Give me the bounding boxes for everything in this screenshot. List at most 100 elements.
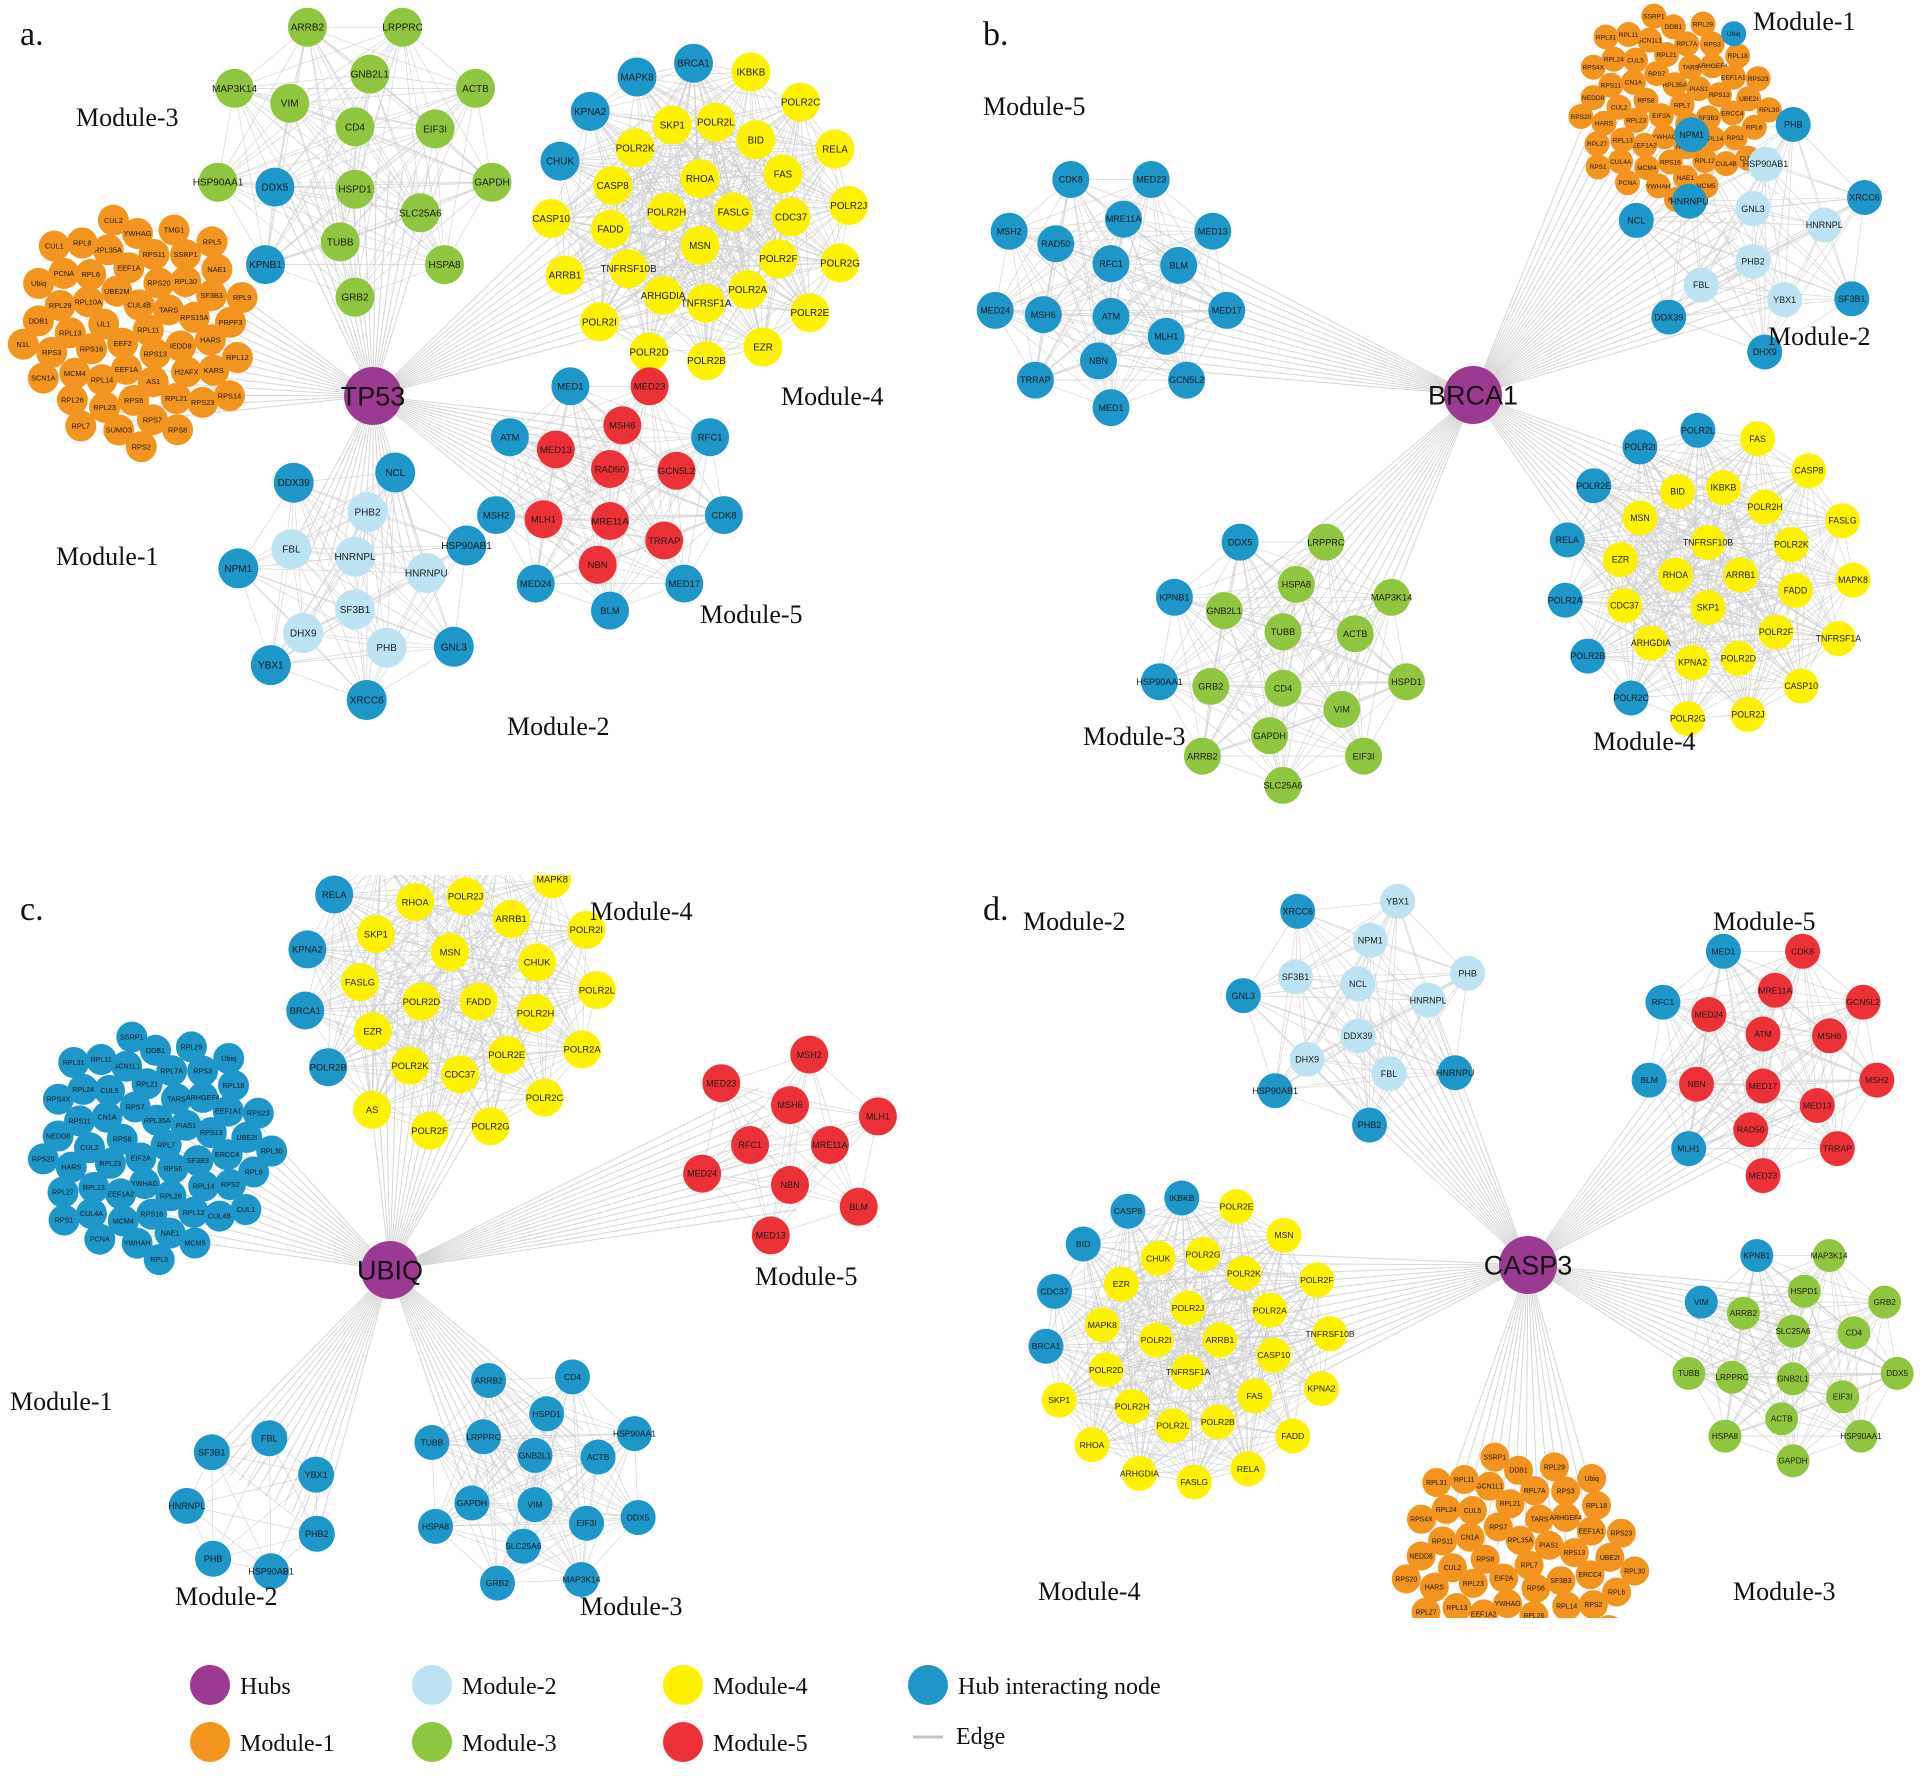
svg-text:MSN: MSN [1630, 513, 1650, 523]
svg-text:GNL3: GNL3 [1232, 991, 1256, 1001]
svg-text:TNFRSF1A: TNFRSF1A [681, 298, 732, 309]
svg-text:RPL30: RPL30 [1624, 1568, 1645, 1575]
svg-text:RPL26: RPL26 [61, 395, 84, 404]
svg-text:Module-1: Module-1 [10, 1387, 113, 1416]
svg-text:RPS13: RPS13 [143, 349, 166, 358]
svg-text:RPL31: RPL31 [1596, 34, 1616, 41]
svg-text:RPL24: RPL24 [72, 1085, 94, 1094]
svg-text:POLR2G: POLR2G [820, 258, 860, 269]
svg-text:DHX9: DHX9 [290, 629, 317, 640]
svg-text:RPS4X: RPS4X [47, 1095, 71, 1104]
svg-text:EEF1A: EEF1A [117, 263, 140, 272]
svg-text:HSPA8: HSPA8 [1712, 1432, 1739, 1441]
svg-text:RPL14: RPL14 [91, 375, 114, 384]
svg-text:RPS16: RPS16 [80, 344, 103, 353]
svg-text:RPS8: RPS8 [168, 425, 187, 434]
svg-text:RPS23: RPS23 [191, 398, 214, 407]
svg-text:RPL30: RPL30 [1759, 107, 1779, 114]
svg-text:POLR2L: POLR2L [1156, 1421, 1189, 1431]
svg-text:HSPA8: HSPA8 [422, 1521, 450, 1531]
svg-text:H2AFX: H2AFX [175, 367, 199, 376]
svg-text:TP53: TP53 [341, 381, 406, 411]
svg-text:RPS20: RPS20 [147, 279, 170, 288]
svg-text:RPL5: RPL5 [203, 238, 222, 247]
svg-text:UBE2I: UBE2I [236, 1133, 257, 1142]
svg-text:HNRNPL: HNRNPL [1410, 995, 1447, 1005]
svg-text:CD4: CD4 [345, 122, 365, 133]
svg-text:FASLG: FASLG [1180, 1477, 1208, 1487]
svg-text:CDK8: CDK8 [1059, 175, 1083, 185]
svg-text:IKBKB: IKBKB [736, 68, 765, 79]
svg-text:HSPD1: HSPD1 [1391, 677, 1422, 687]
svg-text:Module-2: Module-2 [462, 1674, 557, 1700]
svg-text:Module-2: Module-2 [507, 712, 610, 741]
svg-text:MLH1: MLH1 [1154, 331, 1178, 341]
svg-text:POLR2C: POLR2C [1613, 693, 1649, 703]
svg-text:PRPF3: PRPF3 [219, 318, 243, 327]
svg-text:PHB: PHB [1784, 120, 1803, 130]
svg-text:MED24: MED24 [520, 579, 552, 590]
svg-text:RAD50: RAD50 [595, 464, 626, 475]
svg-text:GRB2: GRB2 [1874, 1298, 1897, 1307]
svg-text:RPL7: RPL7 [1520, 1562, 1537, 1569]
svg-text:RPL8: RPL8 [73, 239, 92, 248]
svg-text:Hub interacting node: Hub interacting node [958, 1674, 1161, 1700]
svg-text:CD4: CD4 [1846, 1329, 1863, 1338]
svg-text:DDX39: DDX39 [278, 478, 311, 489]
svg-text:CDC37: CDC37 [775, 212, 807, 223]
svg-text:GNB2L1: GNB2L1 [1777, 1375, 1809, 1384]
svg-text:Module-5: Module-5 [755, 1262, 858, 1291]
svg-text:CD4: CD4 [564, 1372, 581, 1382]
svg-text:PIAS1: PIAS1 [1689, 86, 1708, 93]
svg-text:RPS16: RPS16 [1660, 159, 1681, 166]
svg-text:POLR2B: POLR2B [310, 1062, 347, 1073]
svg-text:HSPD1: HSPD1 [533, 1409, 562, 1419]
svg-text:RPS1: RPS1 [55, 1216, 74, 1225]
svg-text:FADD: FADD [466, 996, 491, 1007]
svg-text:ARRB2: ARRB2 [291, 23, 325, 34]
svg-text:b.: b. [983, 16, 1009, 53]
svg-text:ARHGDIA: ARHGDIA [641, 291, 686, 302]
svg-text:POLR2J: POLR2J [830, 201, 867, 212]
svg-text:MAPK8: MAPK8 [536, 875, 568, 885]
svg-text:RHOA: RHOA [1080, 1440, 1105, 1450]
svg-text:CDK8: CDK8 [711, 510, 736, 521]
svg-text:NPM1: NPM1 [1358, 935, 1383, 945]
svg-text:POLR2E: POLR2E [1220, 1202, 1254, 1212]
svg-text:RPS1: RPS1 [1589, 164, 1607, 171]
svg-text:RPL11: RPL11 [1619, 32, 1639, 39]
svg-text:POLR2J: POLR2J [1731, 710, 1764, 720]
svg-text:GCN1L1: GCN1L1 [113, 1062, 141, 1071]
svg-text:RPL21: RPL21 [165, 394, 188, 403]
svg-text:SF3B3: SF3B3 [1550, 1578, 1571, 1585]
svg-text:RPL21: RPL21 [1500, 1501, 1521, 1508]
svg-text:DDX5: DDX5 [262, 183, 289, 194]
svg-text:POLR2K: POLR2K [616, 143, 655, 154]
svg-text:MED23: MED23 [706, 1078, 736, 1088]
svg-text:POLR2B: POLR2B [687, 356, 726, 367]
svg-text:Edge: Edge [956, 1724, 1005, 1750]
svg-text:CD4: CD4 [1274, 683, 1292, 693]
svg-text:Module-5: Module-5 [700, 600, 803, 629]
svg-text:PCNA: PCNA [54, 269, 75, 278]
svg-text:EIF3I: EIF3I [1353, 751, 1375, 761]
svg-text:CDC37: CDC37 [445, 1069, 476, 1080]
svg-text:GNL3: GNL3 [1741, 204, 1765, 214]
svg-text:ATM: ATM [1754, 1029, 1772, 1039]
svg-text:BRCA1: BRCA1 [290, 1005, 321, 1016]
svg-text:KPNB1: KPNB1 [1159, 593, 1189, 603]
svg-text:RPS13: RPS13 [200, 1128, 223, 1137]
svg-text:KPNA2: KPNA2 [1307, 1384, 1335, 1394]
svg-text:DDX39: DDX39 [1343, 1031, 1372, 1041]
svg-text:CHUK: CHUK [524, 957, 551, 968]
svg-text:RPS2: RPS2 [132, 442, 151, 451]
svg-text:ARRB2: ARRB2 [474, 1376, 503, 1386]
svg-text:HSPA8: HSPA8 [1282, 580, 1311, 590]
svg-text:SKP1: SKP1 [364, 928, 388, 939]
svg-text:POLR2A: POLR2A [564, 1044, 602, 1055]
svg-text:POLR2A: POLR2A [728, 285, 767, 296]
svg-text:XRCC6: XRCC6 [350, 696, 384, 707]
svg-text:UL1: UL1 [97, 320, 111, 329]
svg-text:MAP3K14: MAP3K14 [562, 1575, 601, 1585]
svg-text:GAPDH: GAPDH [457, 1498, 487, 1508]
